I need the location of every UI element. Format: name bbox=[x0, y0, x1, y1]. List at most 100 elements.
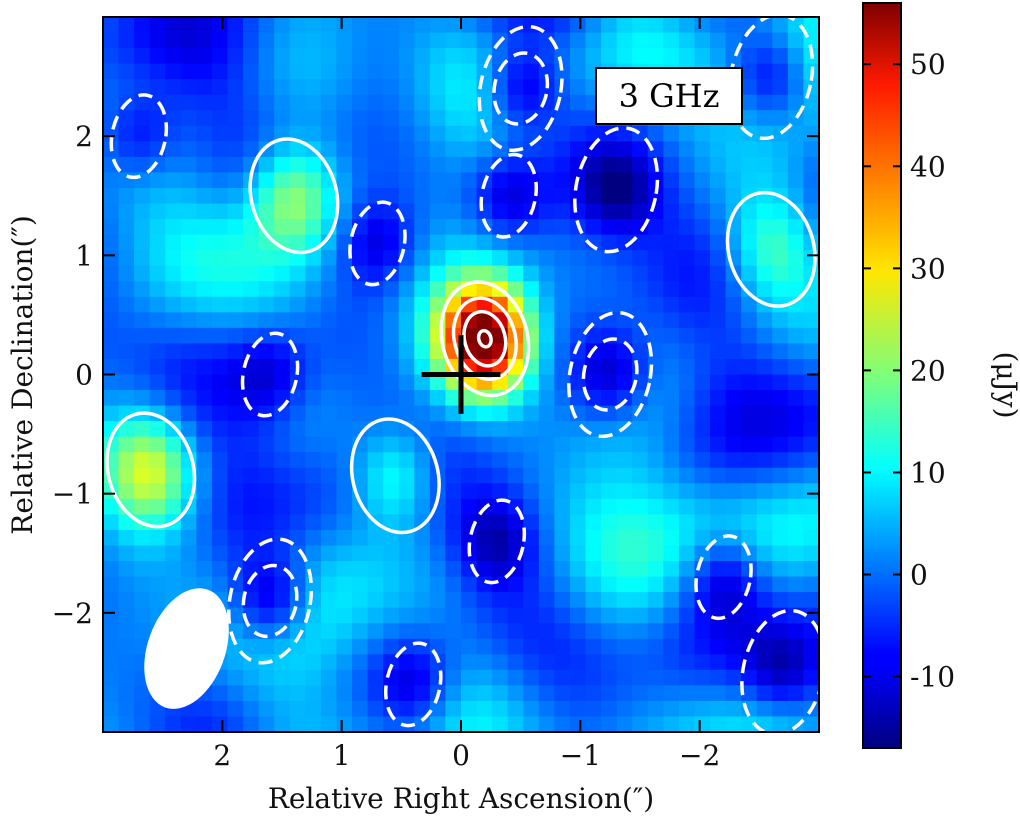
heatmap-pixel bbox=[710, 312, 727, 329]
heatmap-pixel bbox=[227, 343, 244, 360]
heatmap-pixel bbox=[289, 685, 306, 702]
heatmap-pixel bbox=[336, 514, 353, 531]
heatmap-pixel bbox=[538, 669, 555, 686]
heatmap-pixel bbox=[756, 343, 773, 360]
heatmap-pixel bbox=[554, 172, 571, 189]
heatmap-pixel bbox=[134, 390, 151, 407]
heatmap-pixel bbox=[274, 576, 291, 593]
heatmap-pixel bbox=[134, 421, 151, 438]
heatmap-pixel bbox=[507, 32, 524, 49]
heatmap-pixel bbox=[352, 17, 369, 34]
heatmap-pixel bbox=[787, 685, 805, 702]
heatmap-pixel bbox=[601, 421, 618, 438]
heatmap-pixel bbox=[601, 172, 618, 189]
heatmap-pixel bbox=[352, 327, 369, 345]
heatmap-pixel bbox=[134, 94, 151, 111]
heatmap-pixel bbox=[414, 110, 431, 127]
heatmap-pixel bbox=[243, 94, 260, 111]
heatmap-pixel bbox=[772, 638, 789, 655]
heatmap-pixel bbox=[165, 452, 182, 469]
heatmap-pixel bbox=[710, 250, 727, 267]
heatmap-pixel bbox=[741, 48, 758, 65]
heatmap-pixel bbox=[134, 203, 151, 220]
heatmap-pixel bbox=[585, 654, 602, 671]
heatmap-pixel bbox=[196, 17, 213, 34]
heatmap-pixel bbox=[741, 561, 758, 578]
heatmap-pixel bbox=[554, 467, 571, 484]
heatmap-pixel bbox=[227, 421, 244, 438]
heatmap-pixel bbox=[507, 654, 524, 671]
heatmap-pixel bbox=[165, 219, 182, 236]
heatmap-pixel bbox=[103, 94, 120, 111]
heatmap-pixel bbox=[258, 250, 275, 267]
heatmap-pixel bbox=[274, 250, 291, 267]
heatmap-pixel bbox=[585, 125, 602, 142]
heatmap-pixel bbox=[336, 63, 353, 80]
heatmap-pixel bbox=[523, 700, 540, 718]
heatmap-pixel bbox=[118, 529, 135, 547]
heatmap-pixel bbox=[134, 436, 151, 453]
heatmap-pixel bbox=[180, 250, 197, 267]
heatmap-pixel bbox=[507, 576, 524, 593]
heatmap-pixel bbox=[227, 607, 244, 624]
heatmap-pixel bbox=[352, 514, 369, 531]
heatmap-pixel bbox=[647, 187, 664, 205]
heatmap-pixel bbox=[601, 343, 618, 360]
heatmap-pixel bbox=[725, 700, 742, 718]
heatmap-pixel bbox=[694, 716, 711, 732]
heatmap-pixel bbox=[756, 79, 773, 96]
heatmap-pixel bbox=[632, 467, 649, 484]
heatmap-pixel bbox=[694, 623, 711, 640]
heatmap-pixel bbox=[538, 250, 555, 267]
heatmap-pixel bbox=[103, 561, 120, 578]
heatmap-pixel bbox=[507, 125, 524, 142]
heatmap-pixel bbox=[383, 483, 400, 500]
heatmap-pixel bbox=[725, 343, 742, 360]
heatmap-pixel bbox=[647, 203, 664, 220]
heatmap-pixel bbox=[383, 125, 400, 142]
heatmap-pixel bbox=[492, 17, 509, 34]
heatmap-pixel bbox=[103, 343, 120, 360]
heatmap-pixel bbox=[601, 529, 618, 547]
heatmap-pixel bbox=[398, 483, 415, 500]
heatmap-pixel bbox=[585, 607, 602, 624]
heatmap-pixel bbox=[149, 203, 166, 220]
heatmap-pixel bbox=[383, 94, 400, 111]
heatmap-pixel bbox=[787, 483, 805, 500]
colorbar-title: (μJy) bbox=[990, 351, 1020, 418]
heatmap-pixel bbox=[414, 592, 431, 609]
heatmap-pixel bbox=[585, 716, 602, 732]
heatmap-pixel bbox=[352, 48, 369, 65]
heatmap-pixel bbox=[196, 32, 213, 49]
heatmap-pixel bbox=[787, 576, 805, 593]
heatmap-pixel bbox=[710, 172, 727, 189]
heatmap-pixel bbox=[647, 592, 664, 609]
heatmap-pixel bbox=[320, 141, 338, 158]
heatmap-pixel bbox=[103, 529, 120, 547]
heatmap-pixel bbox=[336, 638, 353, 655]
heatmap-pixel bbox=[227, 312, 244, 329]
heatmap-pixel bbox=[787, 405, 805, 422]
heatmap-pixel bbox=[211, 467, 229, 484]
heatmap-pixel bbox=[694, 141, 711, 158]
heatmap-pixel bbox=[632, 390, 649, 407]
heatmap-pixel bbox=[678, 483, 696, 500]
heatmap-pixel bbox=[274, 63, 291, 80]
heatmap-pixel bbox=[476, 685, 493, 702]
heatmap-pixel bbox=[647, 529, 664, 547]
heatmap-pixel bbox=[383, 514, 400, 531]
heatmap-pixel bbox=[149, 576, 166, 593]
heatmap-pixel bbox=[461, 452, 478, 469]
heatmap-pixel bbox=[663, 281, 680, 298]
heatmap-pixel bbox=[180, 514, 197, 531]
heatmap-pixel bbox=[647, 638, 664, 655]
heatmap-plot-area: 3 GHz bbox=[102, 16, 820, 733]
heatmap-pixel bbox=[710, 483, 727, 500]
heatmap-pixel bbox=[414, 561, 431, 578]
heatmap-pixel bbox=[787, 452, 805, 469]
heatmap-pixel bbox=[585, 514, 602, 531]
heatmap-pixel bbox=[538, 234, 555, 251]
heatmap-pixel bbox=[445, 607, 462, 624]
heatmap-pixel bbox=[274, 669, 291, 686]
heatmap-pixel bbox=[227, 203, 244, 220]
